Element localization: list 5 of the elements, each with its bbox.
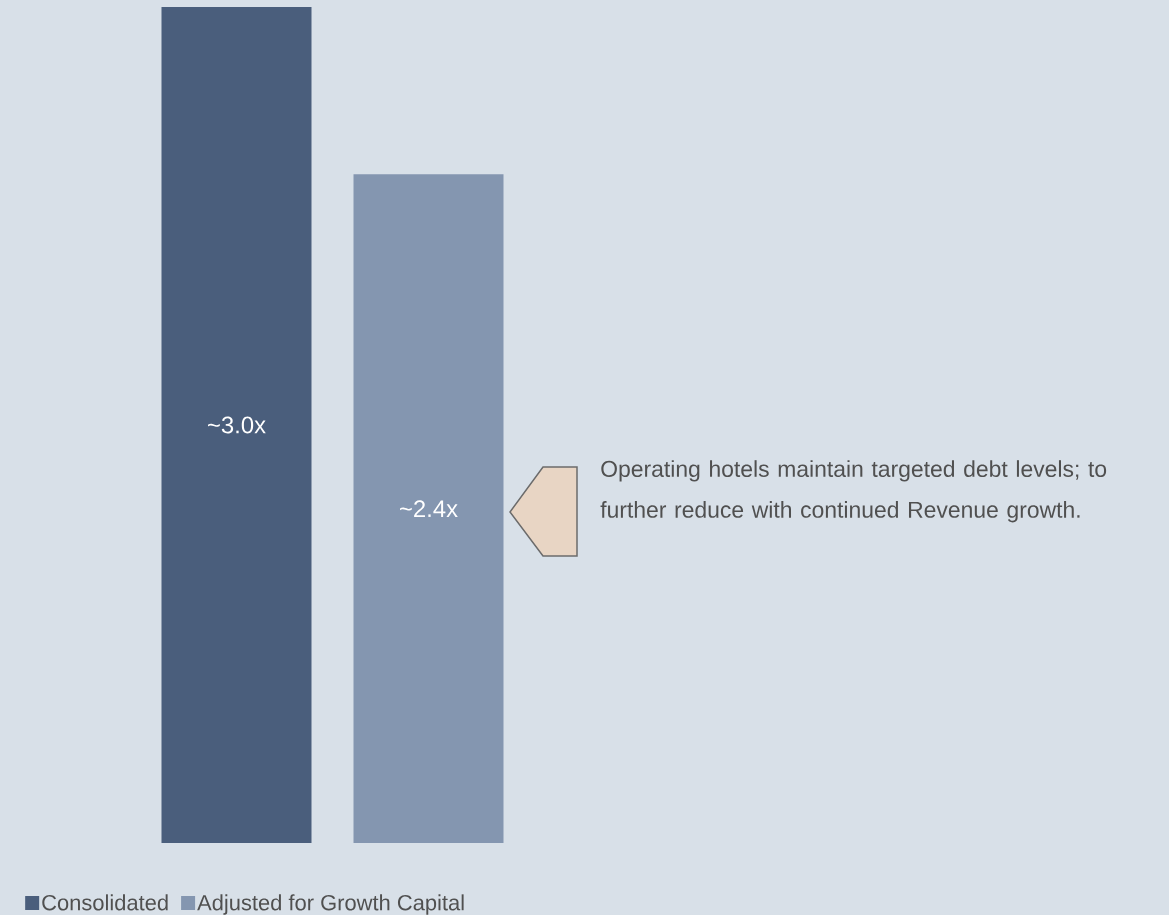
data-label: ~3.0x bbox=[208, 416, 266, 434]
text: Operating hotels maintain targeted debt levels; to further reduce with continued Revenue growth. bbox=[600, 460, 1107, 523]
data-label: ~2.4x bbox=[400, 500, 458, 518]
legend-label: Adjusted for Growth Capital bbox=[197, 894, 464, 915]
legend-label: Consolidated bbox=[42, 894, 168, 911]
